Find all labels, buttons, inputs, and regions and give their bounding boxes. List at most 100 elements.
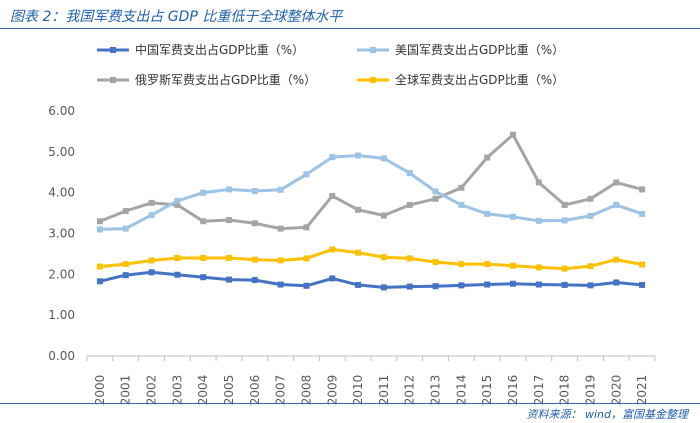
data-point (380, 155, 387, 162)
data-point (406, 170, 413, 177)
data-point (484, 261, 491, 268)
data-point (561, 265, 568, 272)
x-tick-label: 2019 (583, 375, 597, 406)
data-point (277, 225, 284, 232)
x-tick-label: 2008 (299, 375, 313, 406)
x-tick-label: 2000 (93, 375, 107, 406)
series-line (99, 247, 643, 271)
x-tick-label: 2020 (609, 375, 623, 406)
legend-label: 全球军费支出占GDP比重（%） (395, 72, 564, 87)
x-tick-label: 2011 (377, 375, 391, 406)
data-point (406, 283, 413, 290)
data-point (174, 271, 181, 278)
data-point (432, 283, 439, 290)
legend-swatch-marker (110, 77, 116, 83)
x-tick-label: 2004 (196, 375, 210, 406)
data-point (406, 201, 413, 208)
chart-axes: 0.00 1.00 2.00 3.00 4.00 5.00 6.00 2000 2001 2002… (48, 104, 656, 406)
data-point (200, 255, 207, 261)
data-point (380, 212, 387, 219)
series-line (99, 133, 643, 231)
data-point (148, 212, 155, 219)
data-point (251, 256, 258, 263)
data-point (587, 212, 594, 219)
data-point (277, 281, 284, 288)
data-point (303, 282, 310, 289)
data-point (148, 199, 155, 206)
data-point (226, 217, 232, 224)
data-point (122, 225, 129, 232)
x-tick-label: 2013 (429, 375, 443, 406)
data-point (380, 284, 387, 291)
data-point (484, 210, 491, 217)
data-point (561, 201, 568, 208)
data-point (458, 282, 465, 289)
y-tick-label: 1.00 (48, 308, 75, 322)
chart-series (96, 131, 646, 291)
x-tick-label: 2021 (635, 375, 649, 406)
data-point (251, 220, 258, 227)
legend-item: 美国军费支出占GDP比重（%） (357, 42, 564, 57)
legend-label: 俄罗斯军费支出占GDP比重（%） (135, 72, 316, 87)
data-point (613, 201, 620, 208)
legend-label: 美国军费支出占GDP比重（%） (395, 42, 564, 57)
data-point (200, 274, 207, 281)
data-point (200, 218, 207, 225)
x-tick-label: 2007 (274, 375, 288, 406)
data-point (561, 281, 568, 288)
x-tick-label: 2002 (145, 375, 159, 406)
data-point (251, 188, 258, 195)
data-point (277, 186, 284, 193)
data-point (329, 192, 336, 199)
y-tick-label: 2.00 (48, 267, 75, 281)
y-tick-label: 4.00 (48, 186, 75, 200)
data-point (432, 259, 439, 266)
x-tick-label: 2006 (248, 375, 262, 406)
x-tick-label: 2014 (454, 375, 468, 406)
data-point (96, 218, 103, 225)
data-point (406, 255, 413, 262)
data-point (96, 278, 103, 285)
data-point (613, 279, 620, 286)
data-point (639, 186, 646, 193)
chart-legend: 中国军费支出占GDP比重（%） 美国军费支出占GDP比重（%） 俄罗斯军费支出占GD… (97, 42, 564, 87)
data-point (355, 281, 362, 288)
data-point (329, 246, 336, 253)
data-point (226, 276, 232, 283)
data-point (122, 272, 129, 279)
x-tick-label: 2001 (119, 375, 133, 406)
series-line (99, 154, 643, 231)
footer-divider (0, 403, 700, 404)
series-3 (96, 246, 646, 272)
data-point (613, 179, 620, 186)
data-point (587, 195, 594, 202)
legend-item: 俄罗斯军费支出占GDP比重（%） (97, 72, 316, 87)
legend-swatch-marker (110, 47, 116, 53)
data-point (510, 262, 516, 269)
data-point (380, 254, 387, 261)
data-point (148, 269, 155, 276)
data-point (535, 281, 542, 288)
legend-swatch-marker (370, 47, 376, 53)
x-tick-label: 2012 (403, 375, 417, 406)
data-point (329, 275, 336, 282)
data-point (303, 171, 310, 178)
data-point (484, 281, 491, 288)
data-point (96, 226, 103, 233)
page-title: 图表 2：我国军费支出占 GDP 比重低于全球整体水平 (10, 9, 343, 25)
data-point (458, 201, 465, 208)
data-point (639, 281, 646, 288)
x-tick-label: 2015 (480, 375, 494, 406)
x-tick-label: 2003 (170, 375, 184, 406)
data-point (277, 257, 284, 264)
legend-label: 中国军费支出占GDP比重（%） (135, 42, 304, 57)
data-point (587, 282, 594, 289)
x-tick-label: 2005 (222, 375, 236, 406)
data-point (148, 257, 155, 264)
legend-swatch-marker (370, 77, 376, 83)
y-tick-label: 5.00 (48, 145, 75, 159)
data-point (226, 255, 232, 261)
data-point (226, 186, 232, 193)
data-point (355, 152, 362, 159)
y-tick-label: 6.00 (48, 104, 75, 118)
